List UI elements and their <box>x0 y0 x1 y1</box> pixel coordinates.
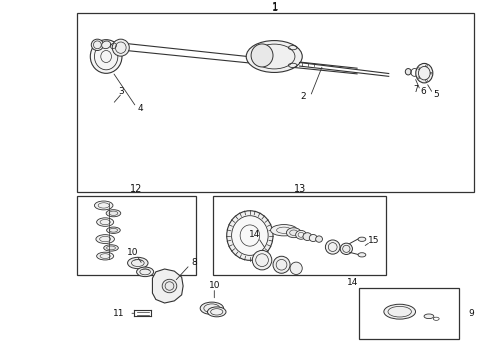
Ellipse shape <box>303 233 312 240</box>
Ellipse shape <box>127 257 148 269</box>
Ellipse shape <box>416 63 433 83</box>
Text: 14: 14 <box>249 230 260 239</box>
Text: 9: 9 <box>468 309 474 318</box>
Ellipse shape <box>340 243 352 255</box>
Ellipse shape <box>405 68 411 75</box>
Ellipse shape <box>95 201 113 210</box>
Text: 6: 6 <box>420 87 426 96</box>
Ellipse shape <box>325 240 340 254</box>
Ellipse shape <box>358 253 366 257</box>
Ellipse shape <box>251 44 273 67</box>
Ellipse shape <box>200 302 223 315</box>
Text: 4: 4 <box>137 104 143 113</box>
Text: 5: 5 <box>434 90 440 99</box>
Bar <box>77 196 196 275</box>
Ellipse shape <box>252 251 272 270</box>
Ellipse shape <box>358 237 366 242</box>
Ellipse shape <box>270 225 297 236</box>
Text: 13: 13 <box>294 184 306 194</box>
Ellipse shape <box>162 279 177 293</box>
Text: 8: 8 <box>191 258 196 267</box>
Ellipse shape <box>424 314 434 319</box>
Text: 1: 1 <box>272 3 278 13</box>
Bar <box>77 13 474 192</box>
Text: 2: 2 <box>301 92 306 101</box>
Text: 1: 1 <box>272 2 279 12</box>
Ellipse shape <box>246 41 302 72</box>
Text: 10: 10 <box>209 281 220 290</box>
Ellipse shape <box>309 234 317 242</box>
Ellipse shape <box>207 307 226 317</box>
Text: 11: 11 <box>113 309 124 318</box>
Ellipse shape <box>104 245 118 251</box>
Text: 7: 7 <box>413 85 418 94</box>
Ellipse shape <box>295 230 306 239</box>
Ellipse shape <box>384 304 416 319</box>
Text: 14: 14 <box>346 278 358 287</box>
Ellipse shape <box>97 252 114 260</box>
Ellipse shape <box>107 227 120 233</box>
Text: 12: 12 <box>130 184 143 194</box>
Text: 3: 3 <box>118 87 123 96</box>
Ellipse shape <box>137 267 154 276</box>
Ellipse shape <box>227 211 273 260</box>
Polygon shape <box>152 269 183 303</box>
Ellipse shape <box>290 262 302 274</box>
Ellipse shape <box>112 39 129 56</box>
Ellipse shape <box>90 40 122 73</box>
Ellipse shape <box>273 256 290 273</box>
Bar <box>360 288 460 339</box>
Text: 15: 15 <box>368 236 380 245</box>
Ellipse shape <box>232 216 268 255</box>
Ellipse shape <box>97 218 114 226</box>
Ellipse shape <box>316 236 322 242</box>
Ellipse shape <box>91 39 103 50</box>
Ellipse shape <box>96 235 115 243</box>
Ellipse shape <box>106 210 121 217</box>
Ellipse shape <box>287 228 301 238</box>
Ellipse shape <box>101 41 111 49</box>
Bar <box>213 196 386 275</box>
Text: 10: 10 <box>127 248 139 257</box>
